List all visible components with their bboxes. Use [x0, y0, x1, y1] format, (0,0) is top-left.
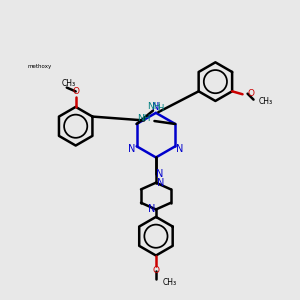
Text: CH₃: CH₃	[62, 79, 76, 88]
Text: methoxy: methoxy	[28, 64, 52, 69]
Text: O: O	[152, 266, 159, 275]
Text: N: N	[128, 144, 136, 154]
Text: O: O	[72, 87, 79, 96]
Text: N: N	[148, 204, 155, 214]
Text: N: N	[156, 169, 163, 179]
Text: H: H	[157, 104, 164, 113]
Text: N: N	[152, 103, 160, 112]
Text: N: N	[176, 144, 184, 154]
Text: N: N	[157, 178, 164, 188]
Text: CH₃: CH₃	[163, 278, 177, 287]
Text: NH: NH	[147, 102, 160, 111]
Text: O: O	[248, 89, 255, 98]
Text: NH: NH	[137, 114, 151, 123]
Text: CH₃: CH₃	[258, 97, 272, 106]
